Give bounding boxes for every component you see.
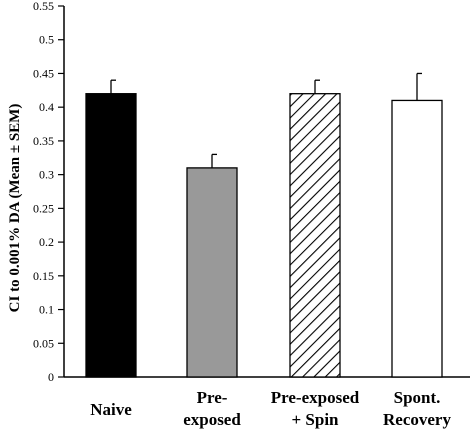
y-tick-label: 0.1 (39, 303, 54, 317)
category-label: + Spin (291, 410, 339, 429)
bar (289, 93, 341, 378)
y-tick-label: 0.25 (33, 201, 54, 215)
bars (85, 72, 443, 378)
y-axis-title: CI to 0.001% DA (Mean ± SEM) (7, 104, 23, 313)
category-labels: Naive Pre-exposed Pre-exposed + Spin Spont. R… (90, 388, 451, 429)
category-label: exposed (183, 410, 241, 429)
category-label: Recovery (383, 410, 451, 429)
bar (85, 93, 137, 378)
y-tick-label: 0.4 (39, 100, 54, 114)
y-tick-label: 0.2 (39, 235, 54, 249)
y-tick-label: 0.5 (39, 33, 54, 47)
y-tick-label: 0.45 (33, 66, 54, 80)
y-tick-label: 0.35 (33, 134, 54, 148)
category-label: Naive (90, 400, 132, 419)
y-tick-label: 0 (48, 370, 54, 384)
y-tick-label: 0.3 (39, 168, 54, 182)
category-label: Pre-exposed (271, 388, 360, 407)
category-label: Spont. (394, 388, 441, 407)
y-tick-label: 0.55 (33, 0, 54, 13)
bar (391, 99, 443, 378)
y-tick-label: 0.15 (33, 269, 54, 283)
y-tick-label: 0.05 (33, 336, 54, 350)
category-label: Pre- (197, 388, 228, 407)
axes: 0 0.05 0.1 0.15 0.2 0.25 0.3 0.35 0.4 0.45 0.5 0.55 (33, 0, 470, 384)
bar (186, 167, 238, 378)
